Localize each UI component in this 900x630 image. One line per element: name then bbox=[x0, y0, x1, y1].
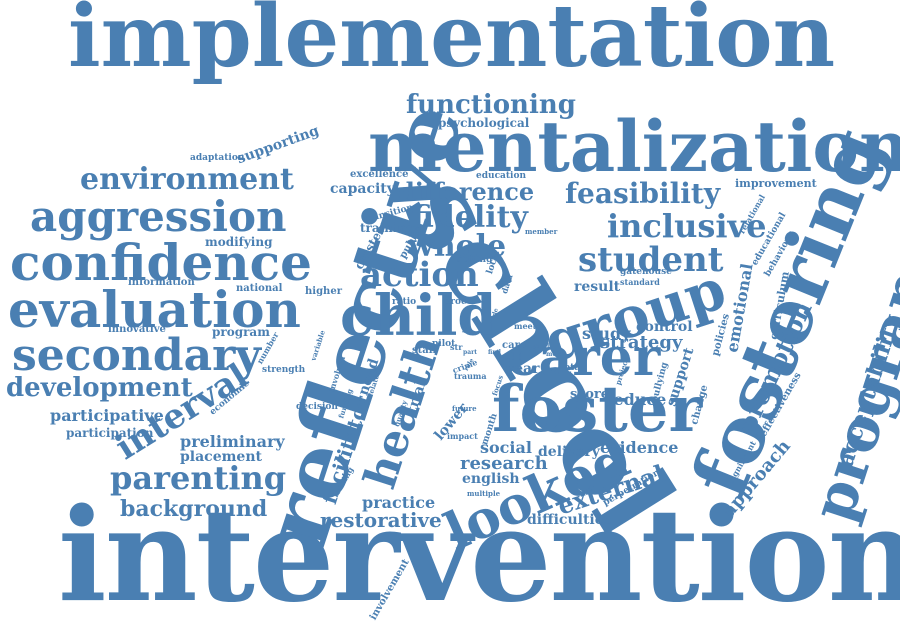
word-program: program bbox=[212, 325, 270, 339]
word-parenting: parenting bbox=[110, 459, 287, 497]
word-future: future bbox=[452, 404, 477, 413]
word-result: result bbox=[574, 279, 621, 295]
word-difference: difference bbox=[398, 177, 535, 206]
word-delivery: delivery bbox=[538, 444, 600, 460]
word-year: year bbox=[506, 361, 540, 377]
word-carer: carer bbox=[507, 327, 661, 388]
word-psychological: psychological bbox=[438, 116, 530, 130]
word-trauma: trauma bbox=[454, 371, 487, 381]
word-training: training bbox=[360, 221, 415, 235]
word-functioning: functioning bbox=[406, 90, 576, 120]
word-control: control bbox=[636, 319, 693, 335]
word-pilot: pilot bbox=[432, 339, 456, 349]
word-multiple: multiple bbox=[467, 489, 501, 498]
word-social: social bbox=[480, 438, 532, 457]
word-improvement: improvement bbox=[735, 177, 817, 190]
word-mentalization: mentalization bbox=[368, 105, 900, 188]
word-research: research bbox=[460, 453, 548, 474]
word-decision: decision bbox=[296, 402, 338, 412]
word-action: action bbox=[360, 255, 479, 295]
word-str: str bbox=[450, 342, 463, 352]
word-modifying: modifying bbox=[205, 235, 273, 249]
word-environment: environment bbox=[80, 162, 294, 197]
word-aggression: aggression bbox=[30, 192, 287, 241]
word-setting: setting bbox=[457, 255, 493, 265]
word-placement: placement bbox=[180, 449, 262, 465]
word-proc: proc bbox=[444, 297, 467, 307]
word-gatehouse: gatehouse bbox=[620, 267, 672, 277]
word-adaptation: adaptation bbox=[190, 153, 245, 163]
word-child: child bbox=[340, 283, 497, 349]
word-more: more bbox=[546, 351, 564, 358]
word-background: background bbox=[120, 496, 268, 522]
word-inclusive: inclusive bbox=[607, 207, 767, 245]
word-restorative: restorative bbox=[320, 508, 442, 532]
word-member: member bbox=[525, 227, 558, 236]
word-development: development bbox=[6, 373, 193, 403]
word-supporting: supporting bbox=[234, 122, 322, 168]
word-higher: higher bbox=[305, 286, 342, 297]
word-foster: foster bbox=[492, 372, 703, 447]
word-capacity: capacity bbox=[330, 181, 395, 197]
word-fidelity: fidelity bbox=[412, 200, 528, 235]
word-student: student bbox=[578, 240, 724, 280]
word-staff: staff bbox=[412, 345, 437, 356]
word-participative: participative bbox=[50, 406, 164, 425]
word-english: english bbox=[462, 471, 520, 487]
word-confidence: confidence bbox=[10, 233, 312, 292]
word-care: care bbox=[502, 340, 527, 351]
word-reduce: reduce bbox=[605, 390, 667, 409]
word-evidence: evidence bbox=[600, 438, 679, 457]
word-excellence: excellence bbox=[350, 169, 409, 180]
word-odd: odd bbox=[503, 352, 524, 363]
word-whole: whole bbox=[408, 229, 507, 264]
word-innovative: innovative bbox=[108, 324, 166, 335]
word-participation: participation bbox=[66, 426, 154, 440]
word-secondary: secondary bbox=[12, 330, 261, 381]
word-intervention: intervention bbox=[58, 481, 900, 630]
word-standard: standard bbox=[620, 277, 660, 287]
word-part: part bbox=[463, 349, 478, 356]
word-pupil: pupil bbox=[532, 343, 550, 350]
word-national: national bbox=[236, 283, 283, 294]
word-feasibility: feasibility bbox=[565, 177, 721, 210]
word-practice: practice bbox=[362, 493, 436, 512]
word-preliminary: preliminary bbox=[180, 432, 285, 451]
word-study: study bbox=[582, 324, 631, 343]
word-evaluation: evaluation bbox=[8, 280, 301, 339]
word-implementation: implementation bbox=[68, 0, 836, 87]
word-meet: meet bbox=[514, 321, 537, 331]
word-information: information bbox=[128, 277, 195, 288]
word-impact: impact bbox=[447, 431, 478, 441]
word-find: find bbox=[488, 349, 501, 356]
word-score: score bbox=[570, 387, 610, 402]
word-total: total bbox=[560, 363, 584, 373]
word-strategy: strategy bbox=[600, 332, 683, 353]
word-strength: strength bbox=[262, 365, 306, 375]
word-ratio: ratio bbox=[392, 297, 417, 307]
word-difficulties: difficulties bbox=[527, 512, 612, 528]
word-education: education bbox=[476, 171, 526, 181]
